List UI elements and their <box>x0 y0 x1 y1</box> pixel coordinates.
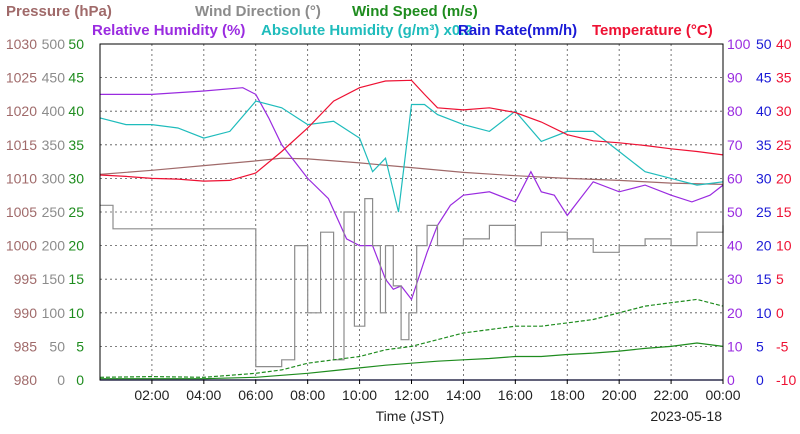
relative-humidity-tick-label: 10 <box>727 338 743 354</box>
rain-rate-tick-label: 25 <box>756 204 772 220</box>
rain-rate-tick-label: 30 <box>756 170 772 186</box>
rain-rate-tick-label: 35 <box>756 137 772 153</box>
series-wind-direction <box>100 198 724 368</box>
relative-humidity-tick-label: 90 <box>727 70 743 86</box>
wind-speed-tick-label: 35 <box>68 137 84 153</box>
legend-item: Pressure (hPa) <box>6 3 112 20</box>
wind-direction-tick-label: 450 <box>42 70 66 86</box>
rain-rate-tick-label: 15 <box>756 271 772 287</box>
legend-item: Temperature (°C) <box>592 22 713 39</box>
x-tick-label: 02:00 <box>134 387 169 403</box>
legend-item: Wind Speed (m/s) <box>352 3 478 20</box>
pressure-tick-label: 1000 <box>6 238 37 254</box>
x-tick-label: 12:00 <box>394 387 429 403</box>
temperature-tick-label: -10 <box>776 372 796 388</box>
x-tick-label: 20:00 <box>602 387 637 403</box>
temperature-tick-label: 20 <box>776 170 792 186</box>
relative-humidity-tick-label: 40 <box>727 238 743 254</box>
series-wind-speed-m-s <box>100 342 724 380</box>
temperature-tick-label: 0 <box>776 305 784 321</box>
pressure-tick-label: 990 <box>14 305 38 321</box>
legend-item: Absolute Humidity (g/m³) x0.2 <box>261 22 473 39</box>
temperature-tick-label: 25 <box>776 137 792 153</box>
rain-rate-tick-label: 50 <box>756 36 772 52</box>
temperature-tick-label: 30 <box>776 103 792 119</box>
wind-speed-tick-label: 0 <box>76 372 84 388</box>
relative-humidity-tick-label: 80 <box>727 103 743 119</box>
wind-direction-tick-label: 100 <box>42 305 66 321</box>
x-tick-label: 10:00 <box>342 387 377 403</box>
wind-speed-tick-label: 20 <box>68 238 84 254</box>
wind-direction-tick-label: 500 <box>42 36 66 52</box>
x-tick-label: 16:00 <box>498 387 533 403</box>
relative-humidity-tick-label: 50 <box>727 204 743 220</box>
wind-speed-tick-label: 50 <box>68 36 84 52</box>
temperature-tick-label: -5 <box>776 338 789 354</box>
rain-rate-tick-label: 10 <box>756 305 772 321</box>
pressure-tick-label: 980 <box>14 372 38 388</box>
wind-direction-tick-label: 350 <box>42 137 66 153</box>
series-temperature-c <box>99 79 724 182</box>
pressure-tick-label: 1025 <box>6 70 37 86</box>
wind-direction-tick-label: 200 <box>42 238 66 254</box>
wind-direction-tick-label: 50 <box>49 338 65 354</box>
x-tick-label: 00:00 <box>705 387 740 403</box>
series-relative-humidity <box>100 87 724 301</box>
pressure-tick-label: 1010 <box>6 170 37 186</box>
legend-item: Relative Humidity (%) <box>92 22 245 39</box>
rain-rate-tick-label: 20 <box>756 238 772 254</box>
temperature-tick-label: 35 <box>776 70 792 86</box>
temperature-tick-label: 10 <box>776 238 792 254</box>
x-tick-label: 06:00 <box>238 387 273 403</box>
wind-speed-tick-label: 10 <box>68 305 84 321</box>
wind-direction-tick-label: 250 <box>42 204 66 220</box>
series-pressure-hpa <box>99 157 724 185</box>
temperature-tick-label: 5 <box>776 271 784 287</box>
wind-direction-tick-label: 400 <box>42 103 66 119</box>
pressure-tick-label: 995 <box>14 271 38 287</box>
wind-speed-tick-label: 25 <box>68 204 84 220</box>
relative-humidity-tick-label: 20 <box>727 305 743 321</box>
relative-humidity-tick-label: 100 <box>727 36 751 52</box>
rain-rate-tick-label: 40 <box>756 103 772 119</box>
rain-rate-tick-label: 0 <box>756 372 764 388</box>
legend: Pressure (hPa) Wind Direction (°) Wind Spe… <box>6 3 713 39</box>
temperature-tick-label: 40 <box>776 36 792 52</box>
x-tick-label: 14:00 <box>446 387 481 403</box>
wind-direction-tick-label: 150 <box>42 271 66 287</box>
relative-humidity-tick-label: 60 <box>727 170 743 186</box>
relative-humidity-tick-label: 30 <box>727 271 743 287</box>
pressure-tick-label: 1020 <box>6 103 37 119</box>
temperature-tick-label: 15 <box>776 204 792 220</box>
pressure-tick-label: 1015 <box>6 137 37 153</box>
pressure-tick-label: 1030 <box>6 36 37 52</box>
wind-speed-tick-label: 5 <box>76 338 84 354</box>
relative-humidity-tick-label: 70 <box>727 137 743 153</box>
legend-item: Rain Rate(mm/h) <box>458 22 577 39</box>
legend-item: Wind Direction (°) <box>195 3 321 20</box>
x-tick-label: 22:00 <box>654 387 689 403</box>
x-tick-label: 18:00 <box>550 387 585 403</box>
x-tick-label: 04:00 <box>186 387 221 403</box>
wind-direction-tick-label: 0 <box>57 372 65 388</box>
wind-speed-tick-label: 40 <box>68 103 84 119</box>
wind-speed-tick-label: 45 <box>68 70 84 86</box>
relative-humidity-tick-label: 0 <box>727 372 735 388</box>
x-tick-label: 08:00 <box>290 387 325 403</box>
series-wind-speed-m-s-max <box>99 298 724 378</box>
pressure-tick-label: 985 <box>14 338 38 354</box>
tick-labels: 02:00 04:00 06:00 08:00 10:00 12:00 14:00 16:00… <box>6 36 797 403</box>
pressure-tick-label: 1005 <box>6 204 37 220</box>
rain-rate-tick-label: 5 <box>756 338 764 354</box>
wind-speed-tick-label: 30 <box>68 170 84 186</box>
wind-speed-tick-label: 15 <box>68 271 84 287</box>
rain-rate-tick-label: 45 <box>756 70 772 86</box>
wind-direction-tick-label: 300 <box>42 170 66 186</box>
x-axis-label: Time (JST) <box>376 408 445 424</box>
date-label: 2023-05-18 <box>650 408 722 424</box>
